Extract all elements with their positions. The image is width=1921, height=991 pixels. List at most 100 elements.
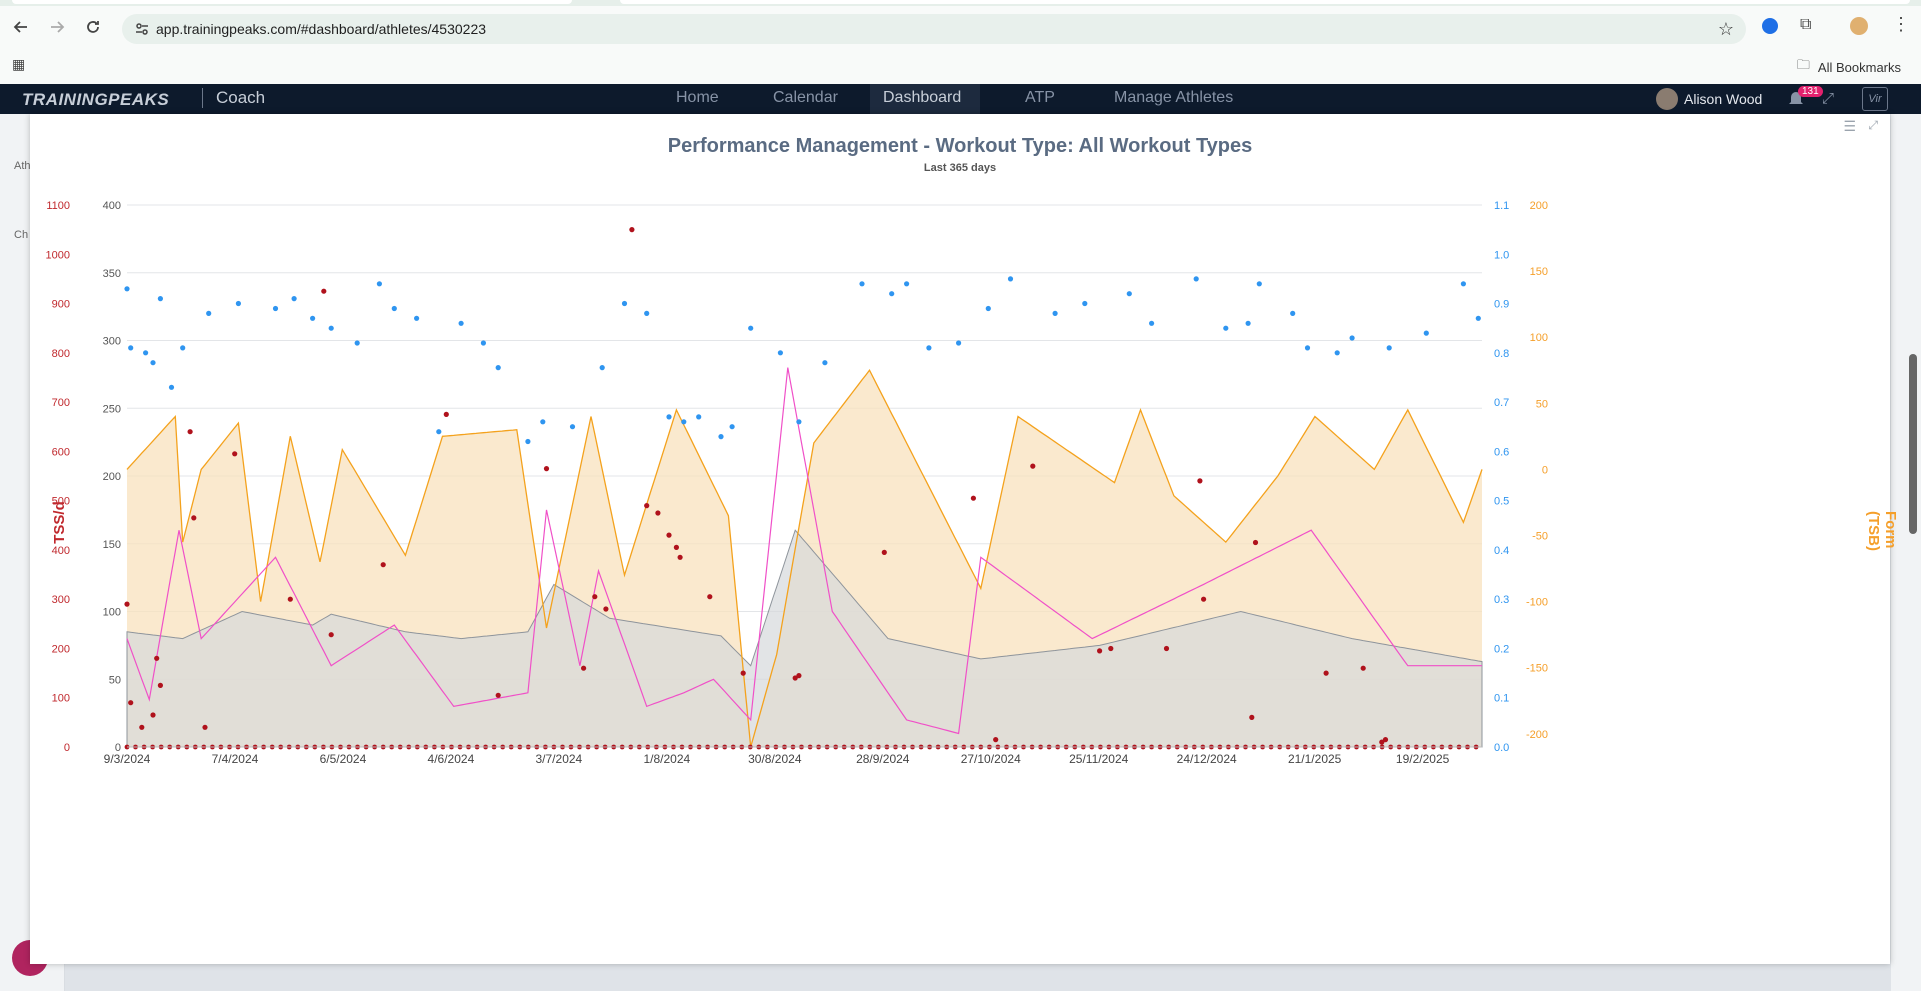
profile-icon[interactable]	[1850, 17, 1868, 35]
tss-point	[1360, 665, 1366, 671]
tss-point	[740, 670, 746, 676]
x-tick-label: 30/8/2024	[748, 752, 802, 766]
fullscreen-icon[interactable]: ⤢	[1822, 90, 1835, 107]
y-tick-label-if: 1.1	[1494, 200, 1509, 212]
y-tick-label-if: 0.3	[1494, 594, 1509, 606]
reload-icon[interactable]	[80, 14, 106, 40]
scrollbar[interactable]	[1909, 354, 1917, 534]
tss-point	[581, 665, 587, 671]
x-tick-label: 25/11/2024	[1069, 752, 1128, 766]
nav-dashboard[interactable]: Dashboard	[883, 89, 962, 106]
nav-calendar[interactable]: Calendar	[773, 89, 838, 106]
back-icon[interactable]	[8, 14, 34, 40]
tss-point	[1249, 714, 1255, 721]
if-point	[1126, 291, 1132, 297]
more-menu-icon[interactable]: ⋮	[1892, 14, 1910, 34]
if-point	[777, 350, 784, 356]
user-name: Alison Wood	[1684, 91, 1763, 107]
y-tick-label-tss: 1000	[46, 249, 70, 261]
nav-home[interactable]: Home	[676, 89, 719, 106]
if-point	[291, 296, 297, 302]
bookmark-star-icon[interactable]: ☆	[1717, 19, 1734, 39]
y-tick-label-tsb: 100	[1530, 332, 1548, 344]
tss-point	[187, 429, 193, 435]
tsb-line	[126, 368, 1483, 748]
if-point	[1149, 320, 1155, 326]
chart-title: Performance Management - Workout Type: A…	[667, 135, 1253, 157]
y-tick-label-tss: 500	[52, 496, 70, 508]
user-menu[interactable]: Alison Wood	[1656, 88, 1762, 110]
address-bar[interactable]: app.trainingpeaks.com/#dashboard/athlete…	[122, 14, 1746, 44]
if-point	[1290, 310, 1296, 316]
all-bookmarks[interactable]: 🗀 All Bookmarks	[1797, 56, 1901, 78]
y-tick-label-if: 0.0	[1494, 742, 1509, 754]
tss-point	[881, 549, 887, 555]
nav-dashboard-active-bg	[870, 84, 980, 114]
y-tick-label-inner-left: 0	[115, 742, 121, 754]
if-point	[150, 360, 156, 366]
x-tick-label: 28/9/2024	[856, 752, 910, 766]
apps-grid-icon[interactable]: ▦	[12, 56, 26, 72]
if-point	[124, 286, 130, 292]
y-tick-label-tss: 900	[52, 299, 70, 311]
tss-point	[677, 554, 683, 560]
extensions-puzzle-icon[interactable]: ⧉	[1800, 16, 1812, 33]
if-point	[1193, 276, 1199, 282]
x-tick-label: 6/5/2024	[320, 752, 367, 766]
y-tick-label-if: 0.9	[1494, 299, 1509, 311]
browser-toolbar: app.trainingpeaks.com/#dashboard/athlete…	[0, 6, 1921, 46]
ctl-area	[126, 529, 1483, 748]
browser-tab-active[interactable]	[620, 0, 1910, 4]
tss-point	[495, 692, 501, 698]
chart-expand-icon[interactable]: ⤢	[1868, 118, 1878, 132]
y-tick-label-if: 0.7	[1494, 397, 1509, 409]
tss-point	[154, 655, 160, 661]
if-point	[1245, 320, 1251, 326]
y-tick-label-if: 0.6	[1494, 446, 1509, 458]
tss-point	[232, 451, 238, 457]
tss-point	[139, 724, 145, 730]
if-point	[1386, 345, 1392, 351]
performance-chart: 0501001502002503003504000100200300400500…	[46, 200, 1548, 766]
if-point	[985, 305, 991, 312]
browser-tab[interactable]	[12, 0, 572, 4]
if-point	[569, 424, 576, 430]
tss-point	[629, 227, 635, 233]
if-point	[168, 384, 175, 390]
y-tick-label-tss: 200	[52, 643, 70, 655]
x-tick-label: 3/7/2024	[536, 752, 583, 766]
tss-point	[592, 594, 598, 600]
tss-point	[1382, 737, 1389, 743]
y-axis-label-tss: TSS/d	[50, 501, 68, 544]
tss-point	[1097, 648, 1103, 654]
vir-icon[interactable]: Vir	[1862, 87, 1888, 111]
tss-point	[1030, 463, 1036, 469]
y-tick-label-tss: 700	[52, 397, 70, 409]
tss-point	[543, 466, 550, 472]
forward-icon[interactable]	[44, 14, 70, 40]
if-point	[1475, 315, 1481, 321]
if-point	[540, 419, 546, 425]
y-tick-label-inner-left: 50	[109, 674, 121, 686]
trainingpeaks-logo[interactable]: TRAININGPEAKS	[22, 90, 170, 109]
nav-atp[interactable]: ATP	[1025, 89, 1055, 106]
if-point	[621, 300, 628, 307]
y-tick-label-tsb: 0	[1542, 464, 1548, 476]
y-tick-label-tsb: 50	[1536, 398, 1548, 410]
y-tick-label-tsb: -100	[1526, 597, 1548, 609]
extension-icon[interactable]	[1762, 18, 1778, 34]
tss-point	[328, 632, 334, 638]
if-point	[310, 315, 316, 321]
nav-manage-athletes[interactable]: Manage Athletes	[1114, 89, 1234, 106]
y-tick-label-inner-left: 250	[103, 403, 121, 415]
y-tick-label-inner-left: 350	[103, 268, 121, 280]
tss-point	[993, 737, 999, 743]
site-settings-icon[interactable]	[134, 21, 150, 42]
if-point	[235, 300, 241, 307]
tss-point	[1201, 596, 1207, 602]
tss-point	[443, 411, 449, 417]
y-tick-label-inner-left: 300	[103, 336, 121, 348]
if-point	[1082, 300, 1088, 307]
x-tick-label: 9/3/2024	[104, 752, 151, 766]
chart-menu-icon[interactable]: ☰	[1843, 118, 1856, 134]
